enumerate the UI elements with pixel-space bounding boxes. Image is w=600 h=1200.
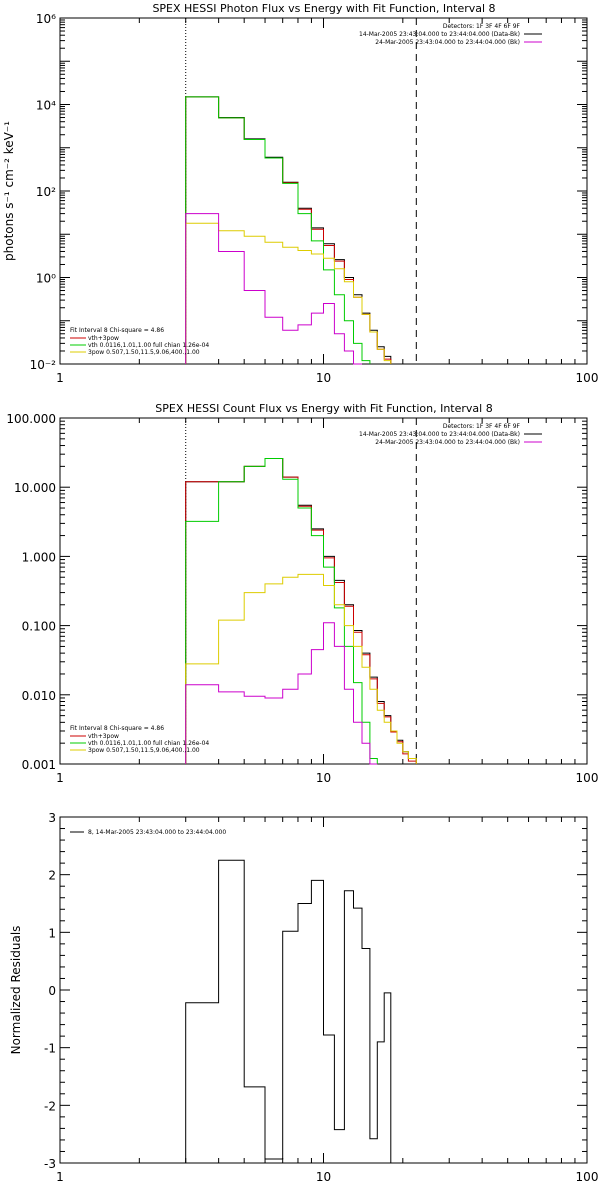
y-tick-label: 2 — [48, 869, 56, 883]
series-line-0 — [185, 96, 392, 364]
x-tick-label: 100 — [576, 371, 599, 385]
photon-flux-panel: SPEX HESSI Photon Flux vs Energy with Fi… — [2, 2, 598, 385]
series-line-3 — [185, 573, 417, 764]
legend-entry-label: 3pow 0.507,1.50,11.5,9.06,400.,1.00 — [88, 349, 200, 356]
legend-bottom: Fit Interval 8 Chi-square = 4.86 vth+3po… — [70, 327, 209, 356]
legend-entry-label: vth+3pow — [88, 335, 119, 342]
y-tick-label: 10⁴ — [36, 99, 56, 113]
y-tick-label: 0.001 — [22, 758, 56, 772]
y-tick-label: 1.000 — [22, 550, 56, 564]
series-line-1 — [185, 96, 392, 364]
y-tick-label: 10⁻² — [30, 358, 57, 372]
y-tick-label: 10.000 — [14, 481, 56, 495]
y-tick-label: 1 — [48, 926, 56, 940]
series-line-4 — [185, 213, 362, 365]
x-tick-label: 100 — [576, 771, 599, 785]
legend-entry-label: 3pow 0.507,1.50,11.5,9.06,400.,1.00 — [88, 747, 200, 754]
y-tick-label: 0.010 — [22, 689, 56, 703]
plot-frame — [59, 417, 588, 765]
legend-entry-label: 24-Mar-2005 23:43:04.000 to 23:44:04.000… — [375, 439, 520, 446]
legend-header: Detectors: 1F 3F 4F 6F 9F — [443, 423, 521, 430]
tick-labels: 1 10 100 10⁻² 10⁰ 10² 10⁴ 10⁶ — [30, 12, 599, 385]
legend-top: Detectors: 1F 3F 4F 6F 9F 14-Mar-2005 23… — [359, 423, 542, 446]
legend-entry-label: 14-Mar-2005 23:43:04.000 to 23:44:04.000… — [359, 31, 520, 38]
y-tick-label: 100.000 — [6, 412, 56, 426]
axis-ticks — [59, 816, 587, 1164]
legend-entry-label: 8, 14-Mar-2005 23:43:04.000 to 23:44:04.… — [88, 829, 226, 836]
x-tick-label: 10 — [316, 1170, 331, 1184]
series-line-1 — [185, 458, 417, 764]
series-line-4 — [185, 622, 378, 765]
series-line-0 — [185, 458, 417, 764]
y-axis-label: photons s⁻¹ cm⁻² keV⁻¹ — [2, 121, 16, 261]
axis-ticks — [59, 418, 587, 765]
series-line-2 — [185, 96, 371, 364]
legend-header: Detectors: 1F 3F 4F 6F 9F — [443, 23, 521, 30]
legend-bottom: Fit Interval 8 Chi-square = 4.86 vth+3po… — [70, 725, 209, 754]
legend-entry-label: vth 0.0116,1.01,1.00 full chian 1.26e-04 — [88, 740, 209, 747]
y-tick-label: 10⁶ — [36, 12, 56, 26]
energy-range-markers — [185, 418, 417, 764]
legend-header: Fit Interval 8 Chi-square = 4.86 — [70, 725, 164, 732]
y-tick-label: 10² — [36, 185, 56, 199]
x-tick-label: 1 — [56, 371, 64, 385]
axis-ticks — [59, 18, 587, 365]
y-tick-label: 3 — [48, 811, 56, 825]
count-flux-panel: SPEX HESSI Count Flux vs Energy with Fit… — [6, 402, 598, 785]
chart-title: SPEX HESSI Count Flux vs Energy with Fit… — [155, 402, 492, 415]
x-tick-label: 10 — [316, 371, 331, 385]
series-line-0 — [185, 859, 392, 1163]
tick-labels: 1 10 100 -3 -2 -1 0 1 2 3 — [44, 811, 598, 1184]
data-series — [185, 96, 392, 365]
residuals-panel: 1 10 100 -3 -2 -1 0 1 2 3 Normalized Residuals 8,… — [9, 811, 598, 1184]
legend-entry-label: vth+3pow — [88, 733, 119, 740]
legend: 8, 14-Mar-2005 23:43:04.000 to 23:44:04.… — [70, 829, 226, 836]
x-tick-label: 100 — [576, 1170, 599, 1184]
series-line-3 — [185, 222, 392, 364]
y-tick-label: -2 — [44, 1099, 56, 1113]
tick-labels: 1 10 100 0.001 0.010 0.100 1.000 10.000 100.000 — [6, 412, 598, 785]
y-tick-label: 0 — [48, 984, 56, 998]
x-tick-label: 10 — [316, 771, 331, 785]
legend-header: Fit Interval 8 Chi-square = 4.86 — [70, 327, 164, 334]
y-tick-label: -3 — [44, 1157, 56, 1171]
chart-title: SPEX HESSI Photon Flux vs Energy with Fi… — [152, 2, 495, 15]
y-tick-label: 10⁰ — [36, 272, 56, 286]
y-tick-label: 0.100 — [22, 620, 56, 634]
legend-top: Detectors: 1F 3F 4F 6F 9F 14-Mar-2005 23… — [359, 23, 542, 46]
series-line-2 — [185, 458, 378, 764]
x-tick-label: 1 — [56, 1170, 64, 1184]
y-tick-label: -1 — [44, 1042, 56, 1056]
energy-range-markers — [185, 18, 417, 364]
data-series — [185, 859, 392, 1163]
legend-entry-label: vth 0.0116,1.01,1.00 full chian 1.26e-04 — [88, 342, 209, 349]
legend-entry-label: 24-Mar-2005 23:43:04.000 to 23:44:04.000… — [375, 39, 520, 46]
legend-entry-label: 14-Mar-2005 23:43:04.000 to 23:44:04.000… — [359, 431, 520, 438]
data-series — [185, 458, 417, 765]
x-tick-label: 1 — [56, 771, 64, 785]
y-axis-label: Normalized Residuals — [9, 926, 23, 1055]
